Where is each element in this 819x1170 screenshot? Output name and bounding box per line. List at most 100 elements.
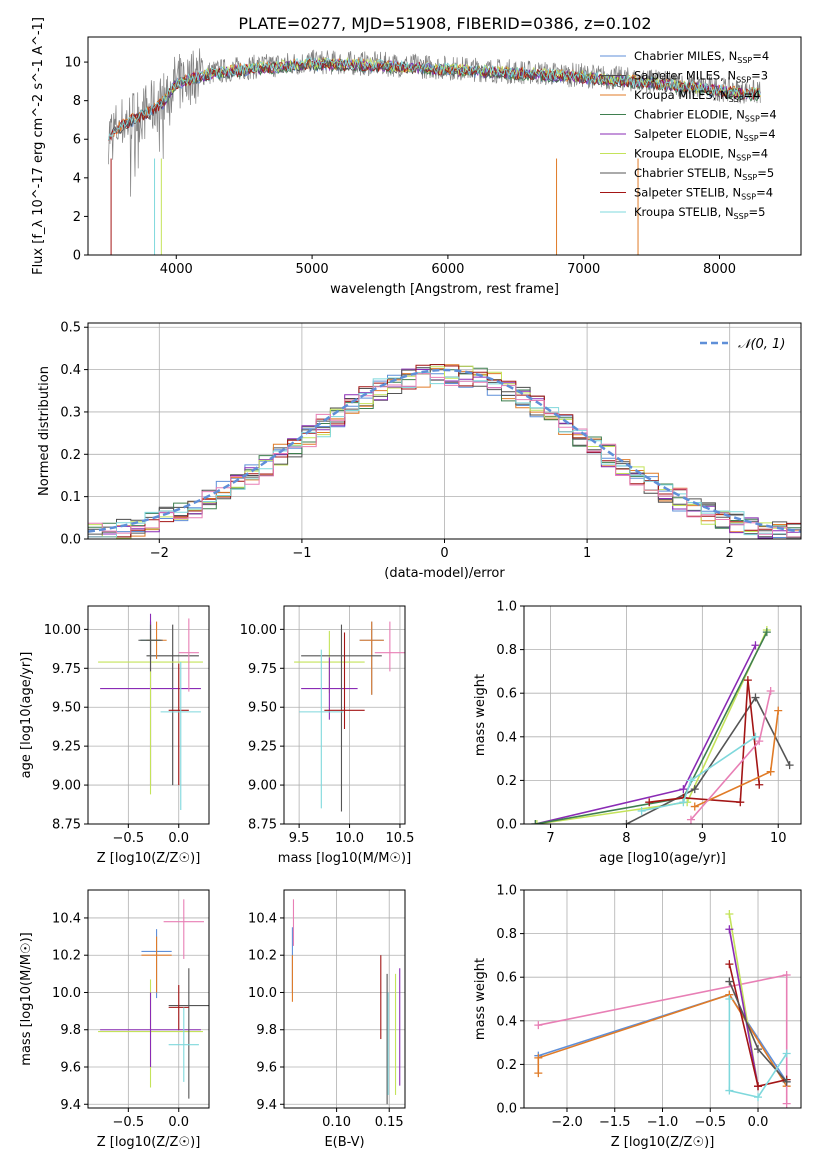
mass-vs-ebv-frame bbox=[283, 889, 406, 1109]
y-tick-label: 8 bbox=[73, 94, 81, 109]
y-tick-label: 9.6 bbox=[256, 1061, 277, 1076]
mass-vs-z-plot-area bbox=[98, 899, 209, 1099]
weight-line bbox=[535, 644, 757, 824]
weight-line bbox=[728, 999, 788, 1099]
x-tick-label: 9.5 bbox=[289, 831, 310, 846]
weight-marker bbox=[725, 977, 734, 986]
mass-vs-z-frame bbox=[87, 889, 210, 1109]
y-axis-label: Flux [f_λ 10^-17 erg cm^-2 s^-1 A^-1] bbox=[31, 17, 46, 275]
weight-marker bbox=[622, 820, 631, 824]
weight-marker bbox=[686, 815, 695, 824]
y-tick-label: 0.3 bbox=[60, 405, 81, 420]
x-axis-label: wavelength [Angstrom, rest frame] bbox=[330, 282, 559, 297]
y-tick-label: 0.0 bbox=[496, 818, 517, 833]
x-axis-label: Z [log10(Z/Z☉)] bbox=[611, 1135, 715, 1150]
y-tick-label: 0.8 bbox=[496, 927, 517, 942]
x-tick-label: 0.0 bbox=[748, 1115, 769, 1130]
legend-entry: Salpeter MILES, NSSP=3 bbox=[634, 69, 768, 85]
y-tick-label: 0.1 bbox=[60, 490, 81, 505]
age-vs-mass-plot-area bbox=[294, 621, 405, 812]
weight-line bbox=[537, 993, 788, 1087]
age-vs-z-panel: −0.5 0.0 8.75 9.00 9.25 9.50 9.75 10.00 Z [log10… bbox=[19, 605, 210, 866]
x-tick-label: 10.0 bbox=[335, 831, 364, 846]
y-tick-label: 0.4 bbox=[496, 1014, 517, 1029]
y-tick-label: 8.75 bbox=[248, 818, 277, 833]
y-axis-label: mass weight bbox=[473, 674, 488, 756]
weight-marker bbox=[725, 995, 734, 1003]
x-tick-label: −1.0 bbox=[647, 1115, 679, 1130]
weights-vs-age-plot-area bbox=[531, 625, 794, 824]
x-tick-label: 7 bbox=[546, 831, 554, 846]
y-tick-label: 9.50 bbox=[248, 701, 277, 716]
legend-entry: Chabrier MILES, NSSP=4 bbox=[634, 49, 769, 65]
legend-entry: 𝒩(0, 1) bbox=[738, 337, 785, 352]
weight-marker bbox=[534, 1053, 543, 1062]
weights-vs-z-panel: −2.0 −1.5 −1.0 −0.5 0.0 0.0 0.2 0.4 0.6 0.8 1.0 Z [… bbox=[473, 884, 802, 1150]
x-tick-label: −1.5 bbox=[599, 1115, 631, 1130]
y-tick-label: 9.75 bbox=[248, 662, 277, 677]
weight-marker bbox=[782, 1049, 791, 1058]
weight-marker bbox=[725, 1086, 734, 1095]
weight-marker bbox=[725, 925, 734, 934]
legend-entry: Chabrier ELODIE, NSSP=4 bbox=[634, 108, 777, 124]
x-axis-label: mass [log10(M/M☉)] bbox=[278, 851, 411, 866]
weight-marker bbox=[534, 1021, 543, 1030]
weight-marker bbox=[754, 1093, 763, 1102]
y-tick-label: 0.2 bbox=[496, 774, 517, 789]
weight-marker bbox=[751, 641, 760, 650]
weight-marker bbox=[725, 960, 734, 969]
y-tick-label: 9.25 bbox=[52, 740, 81, 755]
weight-marker bbox=[782, 971, 791, 980]
x-axis-label: E(B-V) bbox=[324, 1135, 364, 1150]
residual-histogram bbox=[88, 364, 801, 538]
y-tick-label: 0.2 bbox=[496, 1058, 517, 1073]
y-tick-label: 10.00 bbox=[240, 623, 277, 638]
spectrum-plot-area bbox=[108, 48, 761, 255]
weight-marker bbox=[751, 693, 760, 702]
weight-marker bbox=[637, 806, 646, 815]
y-tick-label: 9.6 bbox=[60, 1061, 81, 1076]
weight-line bbox=[728, 929, 759, 1087]
weight-marker bbox=[754, 1082, 763, 1091]
residuals-plot-area bbox=[88, 364, 801, 539]
weight-marker bbox=[762, 628, 771, 637]
weight-marker bbox=[766, 687, 775, 696]
x-tick-label: 0.0 bbox=[168, 831, 189, 846]
age-vs-mass-frame bbox=[283, 605, 406, 825]
y-tick-label: 0.0 bbox=[60, 533, 81, 548]
x-tick-label: −0.5 bbox=[694, 1115, 726, 1130]
weight-marker bbox=[534, 1069, 543, 1078]
x-tick-label: 0.0 bbox=[168, 1115, 189, 1130]
x-tick-label: 0.10 bbox=[322, 1115, 351, 1130]
y-tick-label: 10.4 bbox=[248, 911, 277, 926]
weight-marker bbox=[774, 706, 783, 715]
weight-marker bbox=[736, 798, 745, 807]
y-tick-label: 10.2 bbox=[52, 949, 81, 964]
weight-marker bbox=[679, 798, 688, 807]
weight-marker bbox=[725, 909, 734, 918]
y-axis-label: Normed distribution bbox=[37, 366, 52, 496]
weight-marker bbox=[755, 780, 764, 789]
x-tick-label: 10 bbox=[770, 831, 787, 846]
mass-vs-z-panel: −0.5 0.0 9.4 9.6 9.8 10.0 10.2 10.4 Z [log10(Z/Z… bbox=[19, 889, 210, 1150]
y-tick-label: 9.4 bbox=[256, 1098, 277, 1113]
weight-line bbox=[690, 690, 772, 821]
x-tick-label: 1 bbox=[583, 546, 591, 561]
residual-histogram bbox=[88, 373, 801, 538]
x-tick-label: 0.15 bbox=[375, 1115, 404, 1130]
weight-marker bbox=[645, 798, 654, 807]
mass-vs-ebv-panel: 0.10 0.15 9.4 9.6 9.8 10.0 10.2 10.4 E(B-V) bbox=[248, 889, 406, 1150]
y-tick-label: 1.0 bbox=[496, 600, 517, 615]
weight-marker bbox=[531, 820, 540, 824]
y-axis-label: mass [log10(M/M☉)] bbox=[19, 932, 34, 1065]
weight-marker bbox=[690, 802, 699, 811]
x-tick-label: 4000 bbox=[160, 262, 193, 277]
y-tick-label: 8.75 bbox=[52, 818, 81, 833]
y-tick-label: 0.4 bbox=[60, 363, 81, 378]
y-tick-label: 9.8 bbox=[256, 1023, 277, 1038]
normal-curve bbox=[88, 368, 801, 533]
y-tick-label: 9.00 bbox=[52, 779, 81, 794]
x-tick-label: −0.5 bbox=[113, 831, 145, 846]
weight-marker bbox=[782, 1077, 791, 1086]
y-axis-label: mass weight bbox=[473, 958, 488, 1040]
